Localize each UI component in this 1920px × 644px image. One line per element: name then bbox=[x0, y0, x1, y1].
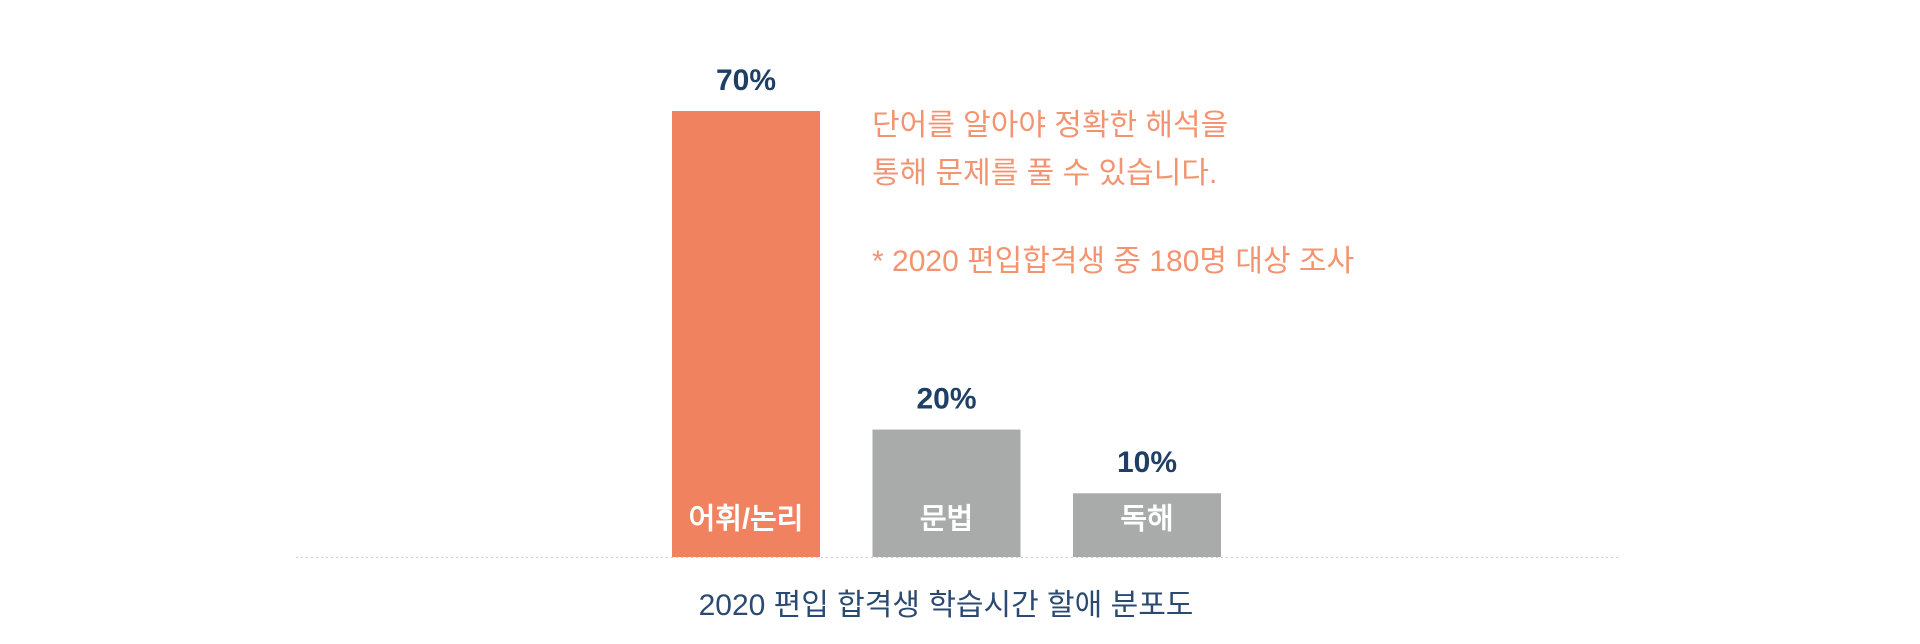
annotation: 통해 문제를 풀 수 있습니다. bbox=[872, 157, 1217, 190]
chart-title: 2020 편입 합격생 학습시간 할애 분포도 bbox=[699, 589, 1194, 622]
category-label: 어휘/논리 bbox=[689, 503, 804, 536]
bar bbox=[672, 111, 820, 557]
annotation: 단어를 알아야 정확한 해석을 bbox=[872, 109, 1228, 142]
value-label: 10% bbox=[1117, 446, 1177, 479]
annotation-note: * 2020 편입합격생 중 180명 대상 조사 bbox=[872, 245, 1354, 278]
category-label: 독해 bbox=[1120, 503, 1173, 536]
value-label: 70% bbox=[716, 64, 776, 97]
category-label: 문법 bbox=[920, 503, 973, 536]
bar bbox=[1073, 493, 1221, 557]
bar bbox=[872, 429, 1021, 557]
value-label: 20% bbox=[916, 382, 976, 415]
